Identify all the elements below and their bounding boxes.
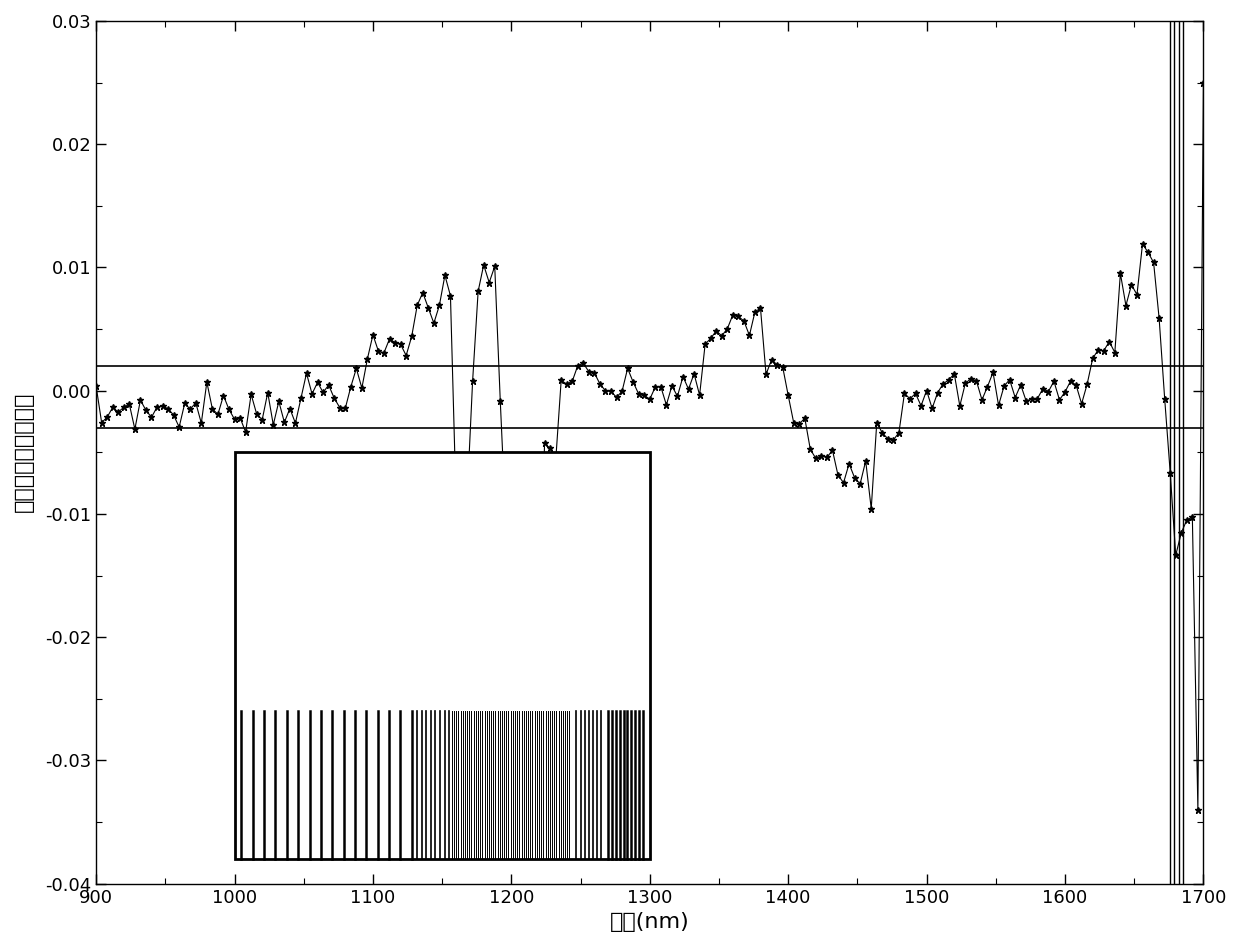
X-axis label: 波长(nm): 波长(nm)	[610, 912, 689, 932]
Bar	[234, 452, 650, 859]
Y-axis label: 吸收系数的二阶导数: 吸收系数的二阶导数	[14, 392, 33, 513]
